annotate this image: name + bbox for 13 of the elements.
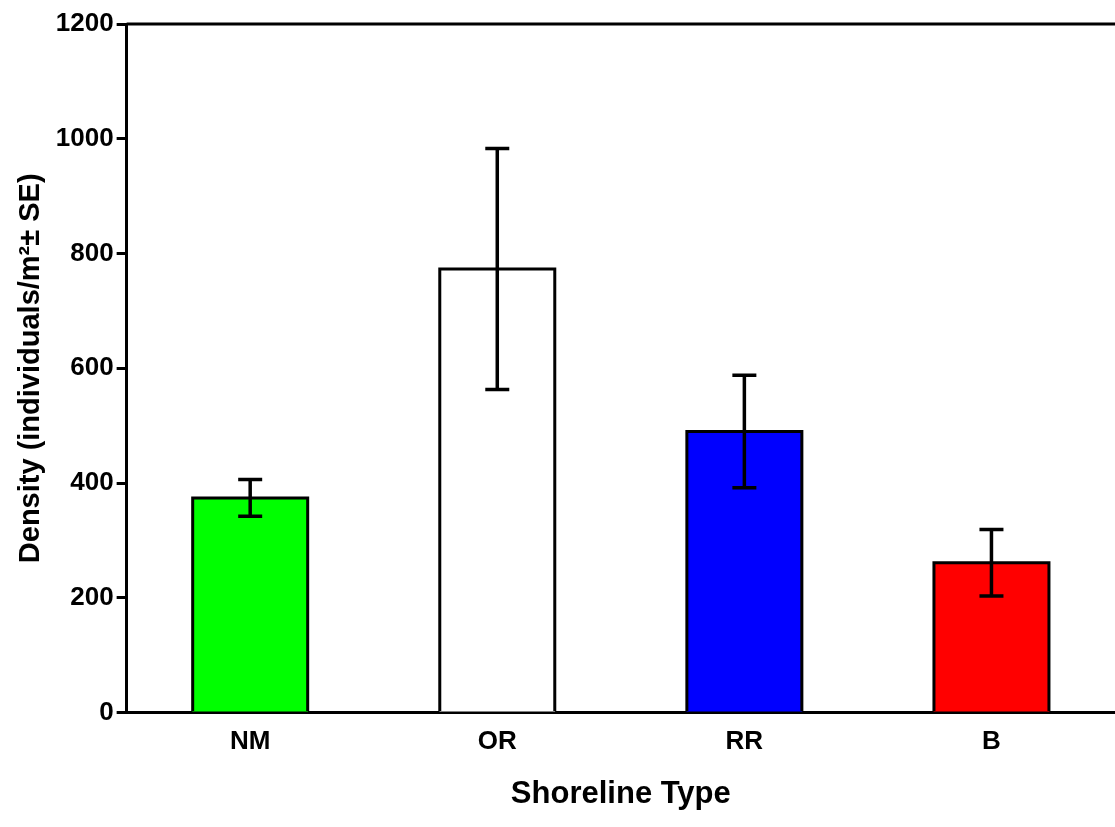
x-tick-label: OR — [477, 725, 517, 756]
y-axis-title: Density (individuals/m²± SE) — [13, 173, 46, 564]
x-tick-label: RR — [725, 725, 764, 756]
x-axis-title: Shoreline Type — [510, 774, 731, 810]
y-tick-label: 400 — [70, 466, 114, 497]
x-tick-label: B — [982, 725, 1001, 756]
y-tick-label: 800 — [70, 236, 114, 267]
y-tick-label: 600 — [70, 351, 114, 382]
x-tick-label: NM — [229, 725, 271, 756]
y-tick-label: 1200 — [55, 7, 114, 38]
y-tick-label: 0 — [99, 695, 114, 726]
y-tick-label: 200 — [70, 581, 114, 612]
y-tick-label: 1000 — [55, 121, 114, 152]
